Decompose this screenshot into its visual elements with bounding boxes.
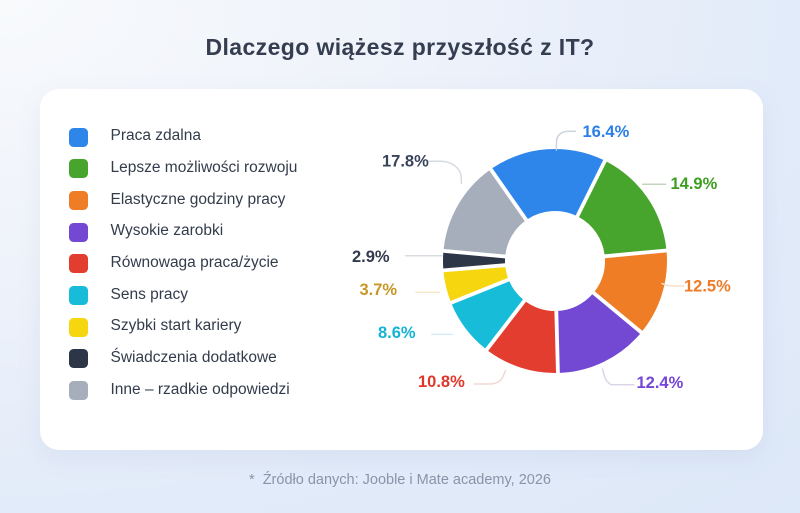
svg-text:10.8%: 10.8% [418, 373, 465, 391]
svg-text:17.8%: 17.8% [382, 153, 429, 171]
svg-text:8.6%: 8.6% [378, 324, 416, 342]
svg-text:3.7%: 3.7% [360, 281, 398, 299]
svg-text:12.4%: 12.4% [637, 374, 684, 392]
svg-text:12.5%: 12.5% [684, 278, 731, 296]
svg-text:16.4%: 16.4% [583, 123, 630, 141]
svg-text:14.9%: 14.9% [671, 175, 718, 193]
svg-text:2.9%: 2.9% [352, 248, 390, 266]
